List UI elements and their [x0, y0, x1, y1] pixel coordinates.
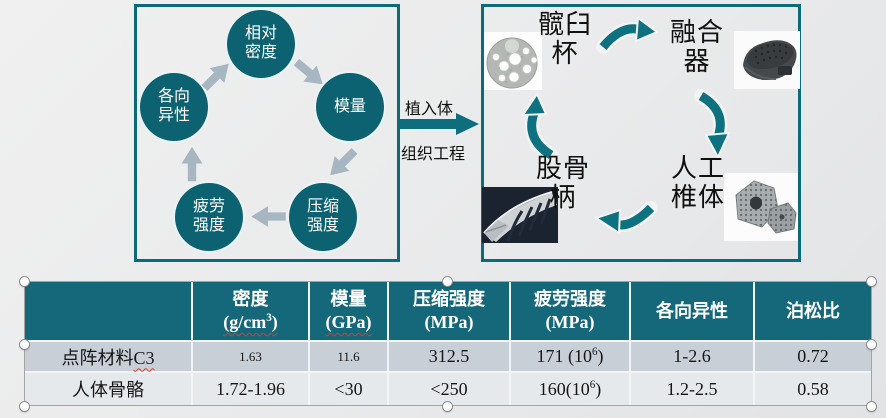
label-line: 柄: [549, 182, 577, 212]
table-row-human-bone: 人体骨骼 1.72-1.96 <30 <250 160(106) 1.2-2.5…: [25, 372, 871, 405]
row-label-lattice-material[interactable]: 点阵材料C3: [25, 340, 193, 374]
curved-arrow-left-icon[interactable]: [594, 199, 658, 235]
header-line1: 模量: [330, 289, 367, 310]
artificial-vertebral-body-label[interactable]: 人工 椎体: [652, 154, 744, 212]
cell-poisson-ratio[interactable]: 0.58: [754, 372, 871, 405]
label-line: 椎体: [670, 182, 725, 212]
node-label-line: 相对: [244, 25, 277, 43]
cell-density[interactable]: 1.63: [192, 340, 310, 374]
acetabular-cup-label[interactable]: 髋臼 杯: [522, 10, 608, 68]
cell-poisson-ratio[interactable]: 0.72: [754, 340, 871, 374]
header-text: 泊松比: [786, 300, 840, 321]
table-header-density[interactable]: 密度 (g/cm3): [192, 282, 310, 342]
node-label-line: 强度: [306, 217, 339, 234]
header-line2: (MPa): [545, 311, 595, 332]
cycle-arrow-icon[interactable]: [180, 146, 205, 182]
label-line: 器: [683, 46, 711, 76]
selection-handle-top-middle[interactable]: [442, 276, 453, 287]
cycle-node-fatigue-strength[interactable]: 疲劳 强度: [173, 181, 245, 253]
node-label-line: 各向: [157, 88, 190, 106]
row-label-human-bone[interactable]: 人体骨骼: [25, 372, 193, 405]
table-header-anisotropy[interactable]: 各向异性: [630, 282, 755, 342]
vertebral-body-image[interactable]: [724, 173, 798, 241]
cell-density[interactable]: 1.72-1.96: [192, 372, 310, 405]
table-header-poisson-ratio[interactable]: 泊松比: [754, 282, 871, 342]
header-line1: 压缩强度: [413, 289, 485, 310]
cell-compressive-strength[interactable]: 312.5: [388, 340, 511, 374]
node-label-line: 异性: [157, 107, 190, 124]
header-line2: (GPa): [325, 311, 372, 332]
header-line1: 疲劳强度: [534, 289, 606, 310]
cycle-arrow-icon[interactable]: [320, 142, 363, 185]
selection-handle-top-left[interactable]: [19, 276, 30, 287]
node-label-line: 模量: [333, 97, 366, 115]
femoral-stem-image[interactable]: [482, 187, 558, 243]
table-row-lattice-material: 点阵材料C3 1.63 11.6 312.5 171 (106) 1-2.6 0…: [25, 340, 871, 374]
fusion-cage-image[interactable]: [734, 31, 800, 89]
table-header-row: 密度 (g/cm3) 模量 (GPa) 压缩强度 (MPa) 疲劳强度 (MPa…: [25, 282, 871, 342]
table-header-modulus[interactable]: 模量 (GPa): [309, 282, 389, 342]
selection-handle-bottom-left[interactable]: [19, 401, 30, 412]
node-label-line: 强度: [192, 217, 225, 234]
header-line2: (g/cm3): [223, 311, 278, 332]
cell-fatigue-strength[interactable]: 160(106): [510, 372, 631, 405]
cell-modulus[interactable]: 11.6: [309, 340, 389, 374]
selection-handle-bottom-right[interactable]: [866, 401, 877, 412]
header-text: 各向异性: [656, 300, 728, 321]
node-label-line: 疲劳: [192, 198, 225, 216]
node-label-line: 密度: [244, 44, 277, 61]
header-line2: (MPa): [424, 311, 474, 332]
selection-handle-middle-right[interactable]: [866, 339, 877, 350]
table-header-empty[interactable]: [25, 282, 193, 342]
curved-arrow-down-icon[interactable]: [689, 89, 733, 159]
node-label-line: 压缩: [306, 198, 339, 216]
selection-handle-bottom-middle[interactable]: [442, 401, 453, 412]
cycle-node-compressive-strength[interactable]: 压缩 强度: [287, 181, 359, 253]
curved-arrow-up-icon[interactable]: [520, 93, 560, 163]
selection-handle-top-right[interactable]: [866, 276, 877, 287]
right-arrow-icon[interactable]: [400, 113, 480, 136]
label-line: 股骨: [535, 154, 590, 183]
cycle-node-anisotropy[interactable]: 各向 异性: [138, 71, 210, 143]
connector-top-label[interactable]: 植入体: [405, 101, 454, 118]
properties-table: 密度 (g/cm3) 模量 (GPa) 压缩强度 (MPa) 疲劳强度 (MPa…: [25, 282, 871, 405]
acetabular-cup-image[interactable]: [484, 32, 542, 90]
curved-arrow-right-icon[interactable]: [596, 17, 658, 55]
cell-anisotropy[interactable]: 1.2-2.5: [630, 372, 755, 405]
property-cycle-diagram[interactable]: 相对 密度 模量 压缩 强度 疲劳 强度 各向 异性: [134, 4, 400, 262]
cell-anisotropy[interactable]: 1-2.6: [630, 340, 755, 374]
comparison-table[interactable]: 密度 (g/cm3) 模量 (GPa) 压缩强度 (MPa) 疲劳强度 (MPa…: [19, 276, 877, 412]
label-line: 融合: [669, 18, 724, 47]
fusion-cage-label[interactable]: 融合 器: [654, 18, 740, 76]
cycle-arrow-icon[interactable]: [250, 204, 286, 229]
table-header-fatigue-strength[interactable]: 疲劳强度 (MPa): [510, 282, 631, 342]
table-header-compressive-strength[interactable]: 压缩强度 (MPa): [388, 282, 511, 342]
label-line: 杯: [551, 38, 579, 68]
cell-fatigue-strength[interactable]: 171 (106): [510, 340, 631, 374]
selection-handle-middle-left[interactable]: [19, 339, 30, 350]
cell-compressive-strength[interactable]: <250: [388, 372, 511, 405]
femoral-stem-label[interactable]: 股骨 柄: [520, 154, 606, 212]
cycle-node-modulus[interactable]: 模量: [314, 71, 386, 143]
connector-bottom-label[interactable]: 组织工程: [401, 146, 466, 163]
cell-modulus[interactable]: <30: [309, 372, 389, 405]
cycle-node-relative-density[interactable]: 相对 密度: [225, 8, 297, 80]
label-line: 髋臼: [537, 10, 592, 39]
header-line1: 密度: [232, 289, 269, 310]
implant-cycle-diagram[interactable]: 髋臼 杯 融合 器: [481, 4, 801, 262]
cycle-arrow-icon[interactable]: [195, 54, 238, 97]
label-line: 人工: [670, 154, 725, 183]
cycle-arrow-icon[interactable]: [288, 52, 332, 94]
